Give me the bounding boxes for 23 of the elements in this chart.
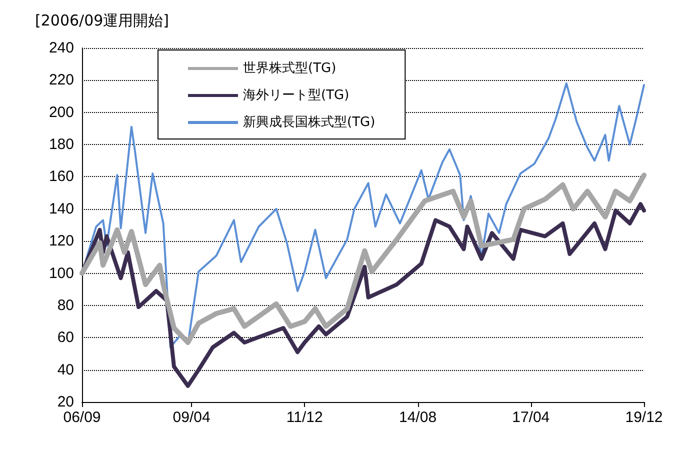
chart-title: [2006/09運用開始] <box>35 12 170 30</box>
y-tick-label: 140 <box>48 200 74 218</box>
x-tick-label: 09/04 <box>172 409 210 426</box>
y-tick-label: 180 <box>48 136 74 154</box>
legend-label: 新興成長国株式型(TG) <box>243 115 376 130</box>
x-tick-label: 06/09 <box>63 409 101 426</box>
x-tick-label: 11/12 <box>286 409 323 426</box>
y-tick-label: 40 <box>57 361 74 378</box>
x-tick-label: 19/12 <box>625 409 663 426</box>
legend-label: 海外リート型(TG) <box>243 88 350 103</box>
y-tick-label: 220 <box>48 72 74 89</box>
y-tick-label: 200 <box>48 104 74 121</box>
y-tick-label: 120 <box>48 232 74 250</box>
x-tick-label: 14/08 <box>398 409 437 426</box>
y-tick-label: 20 <box>57 394 74 410</box>
y-tick-label: 80 <box>57 296 74 314</box>
line-series <box>80 202 646 388</box>
legend-label: 世界株式型(TG) <box>243 61 336 76</box>
y-tick-label: 240 <box>48 40 74 56</box>
y-tick-label: 60 <box>57 329 74 346</box>
x-tick-label: 17/04 <box>512 409 550 426</box>
y-tick-label: 100 <box>48 264 74 282</box>
y-tick-label: 160 <box>48 168 74 186</box>
